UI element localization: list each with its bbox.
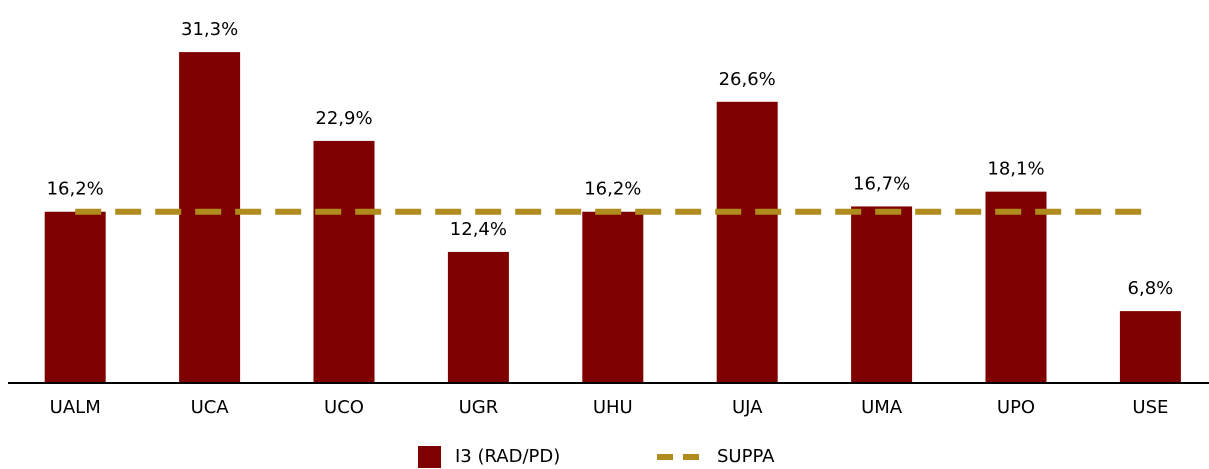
data-label: 18,1% (987, 159, 1044, 180)
x-tick-label: USE (1132, 397, 1168, 418)
bar (582, 211, 644, 383)
x-tick-label: UMA (861, 397, 903, 418)
x-tick-label: UCA (191, 397, 230, 418)
x-tick-label: UJA (732, 397, 763, 418)
legend-label: I3 (RAD/PD) (455, 446, 560, 467)
data-label: 31,3% (181, 19, 238, 40)
x-tick-label: UPO (997, 397, 1035, 418)
x-tick-label: UGR (459, 397, 499, 418)
bar (716, 101, 778, 384)
data-label: 6,8% (1128, 278, 1174, 299)
data-label: 16,2% (47, 179, 104, 200)
data-label: 16,7% (853, 173, 910, 194)
x-tick-label: UALM (50, 397, 101, 418)
legend-label: SUPPA (717, 446, 775, 467)
data-label: 26,6% (719, 69, 776, 90)
x-tick-label: UCO (324, 397, 364, 418)
data-label: 12,4% (450, 219, 507, 240)
data-label: 16,2% (584, 179, 641, 200)
bar (44, 211, 106, 383)
bar (1119, 311, 1181, 383)
bar (447, 251, 509, 383)
x-tick-label: UHU (593, 397, 633, 418)
bar (313, 140, 375, 383)
legend-swatch (418, 446, 441, 468)
bar (985, 191, 1047, 383)
data-label: 22,9% (315, 108, 372, 129)
bar (179, 52, 241, 383)
bar (851, 206, 913, 383)
